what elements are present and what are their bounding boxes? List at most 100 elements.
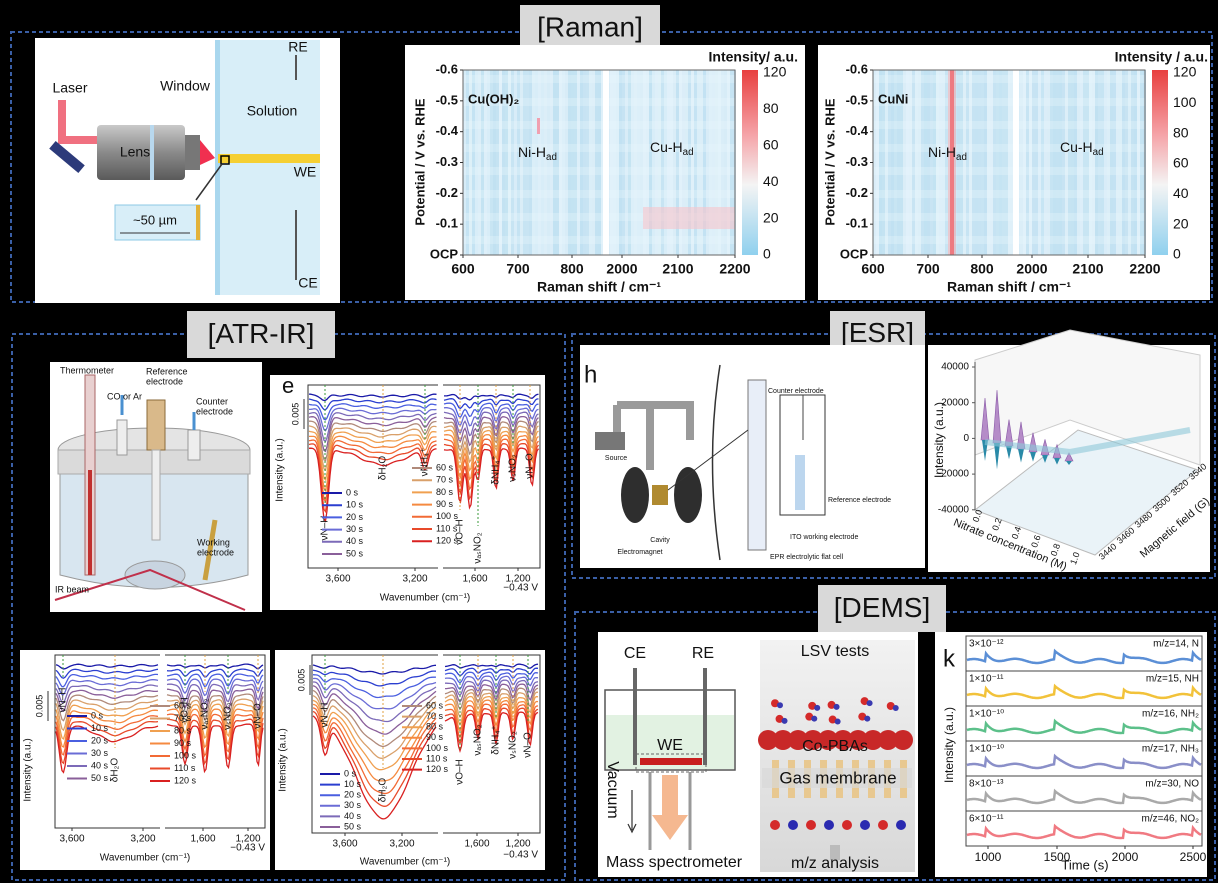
legend-label: 10 s (91, 723, 109, 733)
cell (747, 379, 767, 551)
product (896, 820, 906, 830)
ir-beam (54, 568, 246, 611)
label: Co-PBAs (802, 738, 868, 755)
catalyst-particle (788, 730, 808, 750)
peak-label: Ni-Had (518, 144, 557, 163)
heatmap-stripe (1053, 70, 1056, 255)
heatmap-stripe (942, 70, 945, 255)
heatmap-stripe (894, 70, 897, 255)
heatmap-stripe (879, 70, 882, 255)
heatmap-stripe (1065, 70, 1068, 255)
legend-label: 0 s (346, 487, 359, 497)
heatmap-hot (537, 118, 540, 134)
heatmap-stripe (1098, 70, 1101, 255)
x-tick-label: 700 (916, 261, 940, 277)
legend-label: 80 s (436, 487, 454, 497)
trace-label: m/z=15, NH (1146, 674, 1199, 685)
heatmap-band (463, 98, 735, 106)
label: Solution (247, 103, 298, 119)
heatmap-stripe (1002, 70, 1005, 255)
molecule (833, 703, 840, 710)
heatmap-stripe (912, 70, 915, 255)
y-axis-label: Potential / V vs. RHE (822, 98, 837, 225)
heatmap-stripe (1122, 70, 1125, 255)
we-frame (635, 753, 707, 773)
heatmap-stripe (610, 70, 613, 255)
heatmap-stripe (900, 70, 903, 255)
section-label: [DEMS] (834, 592, 930, 623)
heatmap-stripe (577, 70, 580, 255)
x-tick-label: 1.0 (1068, 551, 1082, 566)
catalyst-particle (758, 730, 778, 750)
inset (114, 204, 201, 241)
heatmap-stripe (888, 70, 891, 255)
heatmap-stripe (619, 70, 622, 255)
y-tick-label: 0 (963, 433, 969, 444)
heatmap-stripe (727, 70, 730, 255)
spectrum-curve (55, 723, 264, 774)
heatmap-stripe (574, 70, 577, 255)
legend-label: 50 s (346, 548, 364, 558)
heatmap-stripe (1029, 70, 1032, 255)
section-frame (571, 333, 1216, 579)
heatmap-stripe (885, 70, 888, 255)
heatmap-stripe (463, 70, 466, 255)
reference-tube (151, 449, 161, 541)
spectrum-curve (55, 673, 264, 688)
heatmap-stripe (538, 70, 541, 255)
peak-label: νₐₛNO₂ (473, 532, 484, 563)
legend-label: 10 s (346, 500, 364, 510)
trace-label: m/z=16, NH₂ (1142, 709, 1199, 720)
y-tick-label: -0.1 (846, 216, 868, 231)
heatmap-hot (643, 207, 735, 229)
legend-label: 70 s (174, 713, 192, 723)
esr-dip (994, 443, 1000, 470)
heatmap-stripe (493, 70, 496, 255)
product (860, 820, 870, 830)
legend-label: 10 s (344, 779, 362, 789)
product (788, 820, 798, 830)
x-tick-label: 3,600 (332, 839, 357, 850)
label: Counter electrode (768, 388, 824, 395)
peak-label: Ni-Had (928, 144, 967, 163)
heatmap-stripe (598, 70, 601, 255)
y-tick-label: -0.3 (846, 154, 868, 169)
heatmap-stripe (703, 70, 706, 255)
peak-label: νN–H (58, 687, 69, 712)
peak-label-sub: ad (1093, 147, 1104, 158)
heatmap-stripe (1005, 70, 1008, 255)
x-tick-label: 0.2 (990, 517, 1004, 532)
x-tick-label: 2100 (662, 261, 693, 277)
heatmap-stripe (472, 70, 475, 255)
trace-scale: 1×10⁻¹⁰ (969, 709, 1004, 720)
heatmap-stripe (715, 70, 718, 255)
panel-letter: h (584, 361, 597, 388)
heatmap-stripe (1110, 70, 1113, 255)
legend-label: 100 s (426, 743, 449, 753)
bracket (711, 364, 721, 561)
legend-label: 0 s (91, 710, 104, 720)
heatmap-stripe (1092, 70, 1095, 255)
section-label: [ATR-IR] (208, 318, 315, 349)
trace-label: m/z=46, NO₂ (1141, 814, 1199, 825)
heatmap-stripe (478, 70, 481, 255)
x-axis-label: Wavenumber (cm⁻¹) (380, 593, 470, 604)
heatmap-stripe (694, 70, 697, 255)
x-tick-label: 2000 (1112, 850, 1139, 864)
colorbar-tick-label: 0 (1173, 246, 1181, 262)
heatmap-stripe (1080, 70, 1083, 255)
heatmap-stripe (664, 70, 667, 255)
y-tick-label: -0.4 (436, 123, 459, 138)
heatmap-stripe (658, 70, 661, 255)
x-tick-label: 800 (560, 261, 584, 277)
peak-label: νNH₄⁺ (420, 448, 431, 477)
magnet (674, 467, 702, 523)
working-electrode (202, 519, 218, 581)
spectrum-curve (55, 678, 264, 697)
ms-trace (966, 648, 1202, 665)
laser-beam (58, 100, 100, 144)
heatmap-stripe (649, 70, 652, 255)
legend-label: 50 s (344, 821, 362, 831)
